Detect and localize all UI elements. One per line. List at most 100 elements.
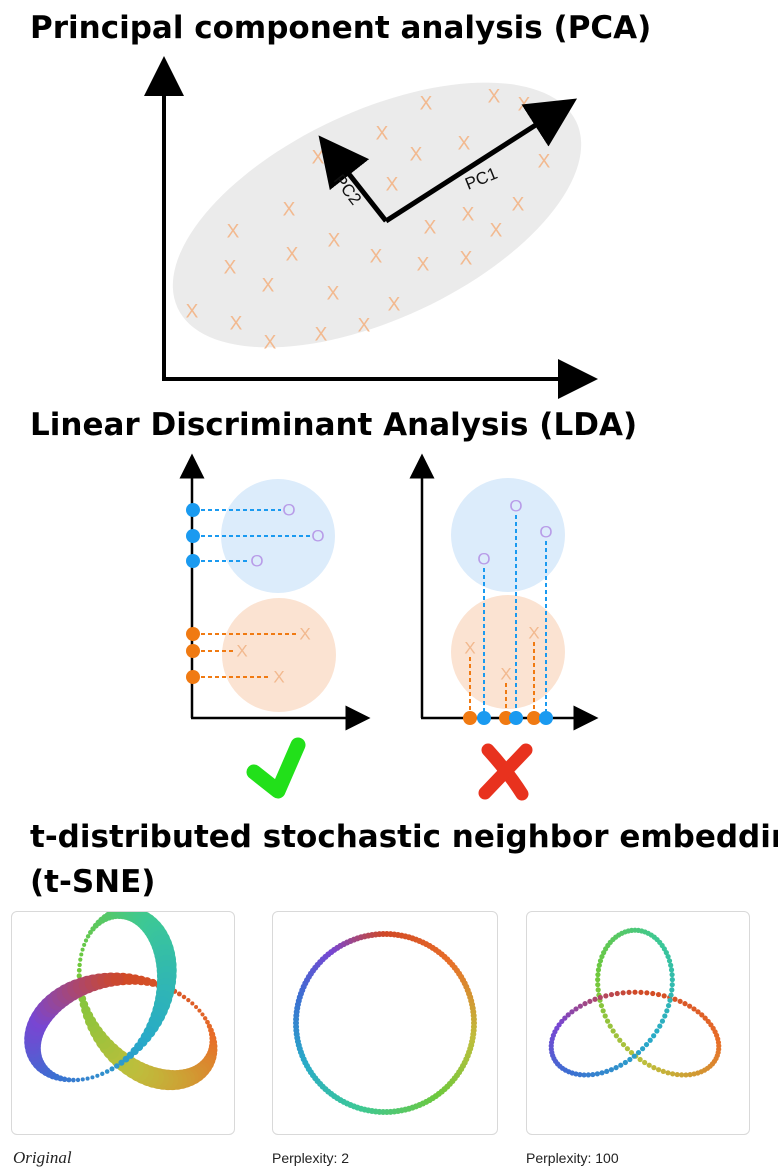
class-b-point: X [528,624,539,643]
pca-data-point: X [488,87,501,108]
embedding-point [643,1041,650,1048]
pc2-arrow [318,135,388,223]
pca-data-point: X [388,295,401,316]
embedding-point [595,972,601,978]
embedding-point [664,1008,670,1014]
embedding-point [565,1012,571,1018]
embedding-point [613,1065,619,1071]
embedding-point [613,1033,619,1039]
knot-point [100,1071,105,1076]
pca-data-point: X [386,175,399,196]
knot-point [205,1019,210,1025]
embedding-point [657,1023,663,1029]
embedding-point [665,953,671,960]
pca-data-point: X [424,218,437,239]
embedding-point [691,1071,697,1077]
pca-data-point: X [227,222,240,243]
embedding-point [662,1013,668,1019]
knot-point [95,1073,100,1078]
pca-data-point: X [312,148,325,169]
embedding-point [614,990,620,997]
embedding-point [627,1056,633,1063]
knot-point [122,1055,130,1063]
embedding-point [699,1012,705,1018]
embedding-point [581,1072,587,1078]
embedding-point [646,1062,652,1068]
embedding-point [637,1056,643,1063]
knot-point [176,991,182,997]
class-b-point: X [500,665,511,684]
knot-point [181,994,187,1000]
class-a-projection-dot [186,554,200,568]
class-b-projection-dot [463,711,477,725]
pca-title: Principal component analysis (PCA) [30,10,652,46]
embedding-point [597,994,603,1001]
embedding-point [610,1028,616,1034]
class-a-point: O [509,497,522,516]
embedding-point [644,990,650,996]
embedding-point [642,1059,648,1066]
pca-data-point: X [462,205,475,226]
knot-point [88,930,93,935]
pca-data-point: X [262,276,275,297]
embedding-point [695,1009,701,1015]
pca-data-point: X [283,200,296,221]
embedding-point [669,972,675,978]
embedding-point [632,989,638,995]
class-b-point: X [299,625,310,644]
pca-data-point: X [230,314,243,335]
embedding-point [631,1053,637,1059]
embedding-point [607,1023,613,1029]
knot-point [114,1063,120,1069]
embedding-point [596,962,602,968]
embedding-point [682,1001,688,1007]
knot-point [77,962,82,968]
check-icon [246,737,306,799]
embedding-point [569,1009,575,1015]
embedding-point [663,950,669,956]
embedding-point [702,1015,708,1021]
knot-point [148,978,157,987]
embedding-point [656,1067,662,1073]
embedding-point [577,1072,583,1078]
tsne-panel-original [11,911,235,1135]
embedding-point [582,1001,588,1007]
pca-data-point: X [186,302,199,323]
embedding-point [666,958,673,964]
pca-data-point: X [224,258,237,279]
class-a-projection-dot [186,529,200,543]
lda-right-class-b-region [451,595,565,709]
embedding-point [672,996,678,1002]
pc1-arrow [384,98,578,224]
pca-data-point: X [417,255,430,276]
embedding-point [622,1059,628,1066]
pca-data-point: X [315,325,328,346]
embedding-point [651,1065,657,1071]
class-a-projection-dot [186,503,200,517]
embedding-point [585,1072,591,1078]
knot-point [75,1077,81,1083]
knot-point [90,1075,95,1080]
class-a-point: O [539,523,552,542]
knot-point [110,972,124,986]
knot-point [186,997,191,1003]
embedding-point [604,1018,611,1024]
knot-point [79,952,84,957]
cross-icon [478,743,533,801]
embedding-point [665,1002,672,1009]
embedding-point [602,1013,608,1019]
embedding-point [599,953,605,960]
pca-data-point: X [286,245,299,266]
knot-point [78,957,83,962]
tsne-title-line1: t-distributed stochastic neighbor embedd… [30,819,778,855]
class-b-point: X [273,668,284,687]
pca-data-point: X [410,145,423,166]
pca-data-point: X [538,152,551,173]
embedding-point [679,1072,685,1078]
embedding-point [587,998,593,1004]
class-b-projection-dot [186,627,200,641]
knot-point [76,967,82,973]
knot-point [76,973,82,979]
embedding-point [635,1049,642,1056]
